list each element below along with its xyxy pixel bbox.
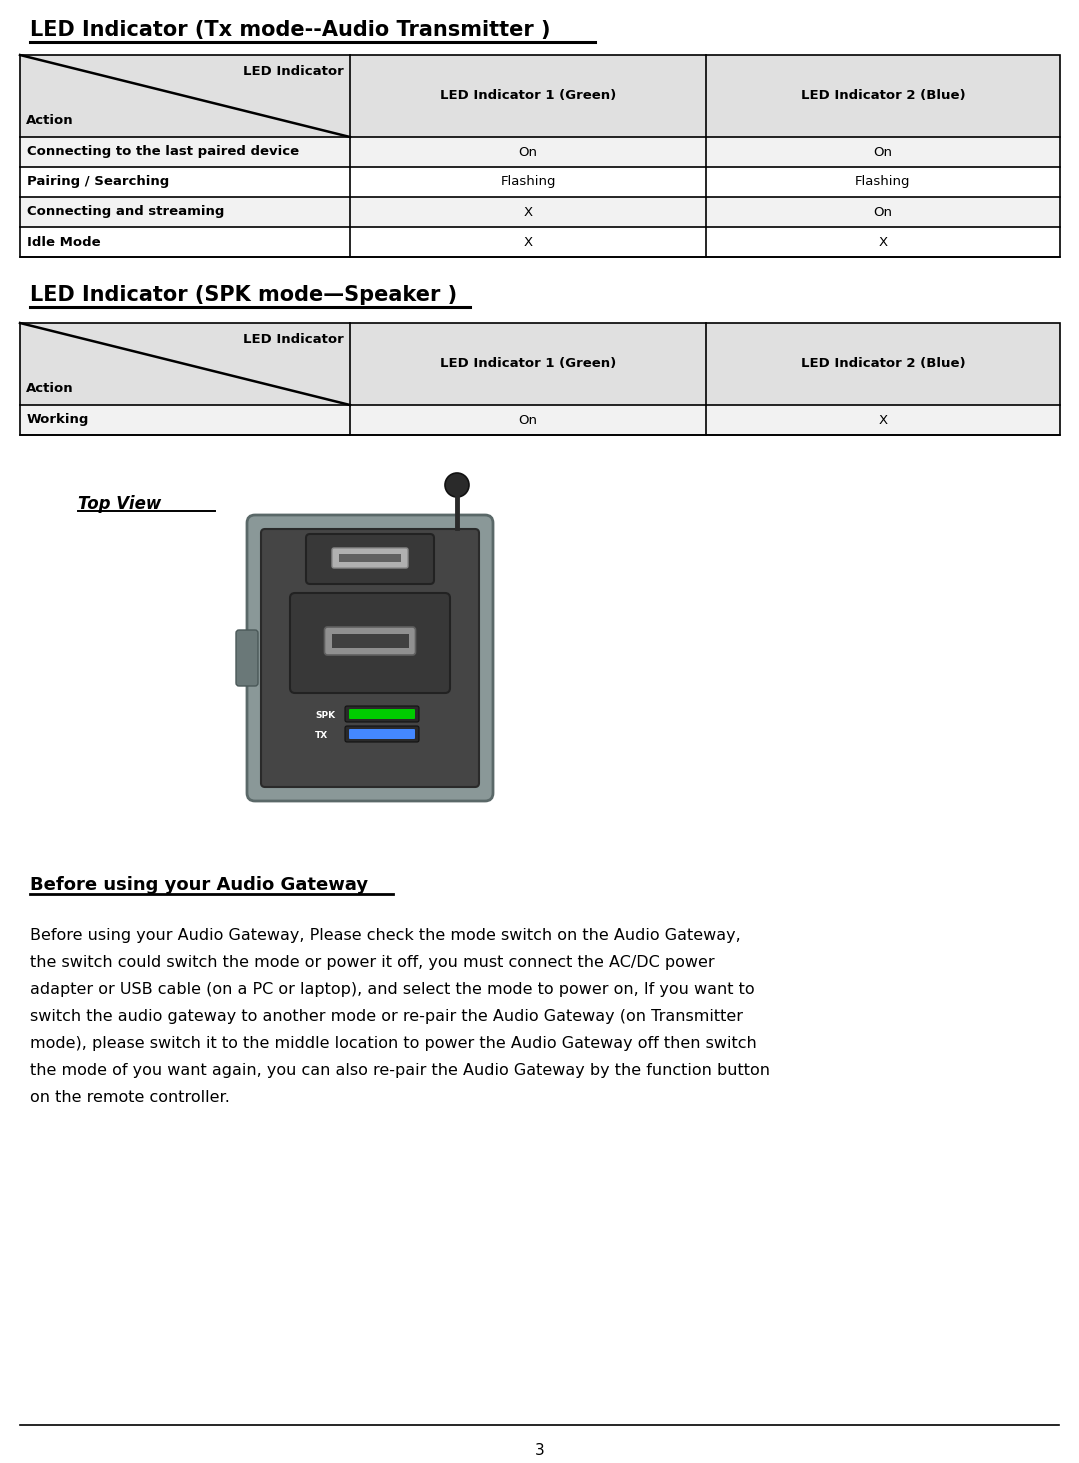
Text: On: On — [519, 145, 537, 158]
Text: Pairing / Searching: Pairing / Searching — [27, 176, 169, 189]
FancyBboxPatch shape — [247, 515, 493, 802]
Text: Connecting to the last paired device: Connecting to the last paired device — [27, 145, 299, 158]
Text: Before using your Audio Gateway, Please check the mode switch on the Audio Gatew: Before using your Audio Gateway, Please … — [30, 928, 741, 944]
Text: LED Indicator: LED Indicator — [243, 334, 344, 347]
Text: SPK: SPK — [315, 711, 336, 720]
Text: Working: Working — [27, 414, 90, 427]
Bar — [21, 56, 1060, 257]
Text: LED Indicator (SPK mode—Speaker ): LED Indicator (SPK mode—Speaker ) — [30, 285, 457, 304]
FancyBboxPatch shape — [339, 554, 401, 562]
Text: X: X — [523, 236, 533, 249]
Text: the mode of you want again, you can also re-pair the Audio Gateway by the functi: the mode of you want again, you can also… — [30, 1064, 770, 1078]
Text: the switch could switch the mode or power it off, you must connect the AC/DC pow: the switch could switch the mode or powe… — [30, 955, 714, 970]
Bar — [21, 138, 1060, 167]
Text: mode), please switch it to the middle location to power the Audio Gateway off th: mode), please switch it to the middle lo… — [30, 1036, 756, 1050]
FancyBboxPatch shape — [345, 726, 419, 742]
Text: LED Indicator: LED Indicator — [243, 64, 344, 78]
FancyBboxPatch shape — [331, 633, 409, 648]
Text: Flashing: Flashing — [856, 176, 911, 189]
Text: Action: Action — [26, 382, 73, 395]
Text: 3: 3 — [534, 1443, 545, 1459]
Text: Top View: Top View — [78, 494, 161, 514]
FancyBboxPatch shape — [236, 631, 258, 686]
FancyBboxPatch shape — [345, 707, 419, 723]
Text: Connecting and streaming: Connecting and streaming — [27, 205, 224, 218]
FancyBboxPatch shape — [306, 534, 434, 584]
FancyBboxPatch shape — [261, 530, 479, 787]
Text: LED Indicator 2 (Blue): LED Indicator 2 (Blue) — [801, 89, 966, 102]
Text: X: X — [878, 414, 888, 427]
FancyBboxPatch shape — [325, 628, 415, 655]
FancyBboxPatch shape — [332, 549, 408, 568]
Circle shape — [445, 473, 469, 497]
Bar — [21, 405, 1060, 435]
Text: TX: TX — [315, 730, 328, 739]
Bar — [21, 323, 1060, 435]
Bar — [21, 198, 1060, 227]
Bar — [21, 167, 1060, 198]
Text: switch the audio gateway to another mode or re-pair the Audio Gateway (on Transm: switch the audio gateway to another mode… — [30, 1009, 743, 1024]
Text: Flashing: Flashing — [501, 176, 556, 189]
Text: Action: Action — [26, 114, 73, 127]
Bar — [21, 227, 1060, 257]
Text: On: On — [874, 145, 892, 158]
Bar — [21, 323, 1060, 405]
Text: On: On — [519, 414, 537, 427]
Text: LED Indicator 2 (Blue): LED Indicator 2 (Blue) — [801, 357, 966, 370]
Text: Idle Mode: Idle Mode — [27, 236, 100, 249]
FancyBboxPatch shape — [349, 710, 415, 718]
Text: on the remote controller.: on the remote controller. — [30, 1090, 230, 1105]
Text: Before using your Audio Gateway: Before using your Audio Gateway — [30, 876, 368, 894]
FancyBboxPatch shape — [290, 593, 450, 693]
Text: LED Indicator 1 (Green): LED Indicator 1 (Green) — [440, 357, 616, 370]
FancyBboxPatch shape — [349, 729, 415, 739]
Bar — [21, 56, 1060, 138]
Text: adapter or USB cable (on a PC or laptop), and select the mode to power on, If yo: adapter or USB cable (on a PC or laptop)… — [30, 982, 754, 996]
Text: On: On — [874, 205, 892, 218]
Text: LED Indicator 1 (Green): LED Indicator 1 (Green) — [440, 89, 616, 102]
Text: X: X — [523, 205, 533, 218]
Text: LED Indicator (Tx mode--Audio Transmitter ): LED Indicator (Tx mode--Audio Transmitte… — [30, 20, 550, 40]
Text: X: X — [878, 236, 888, 249]
